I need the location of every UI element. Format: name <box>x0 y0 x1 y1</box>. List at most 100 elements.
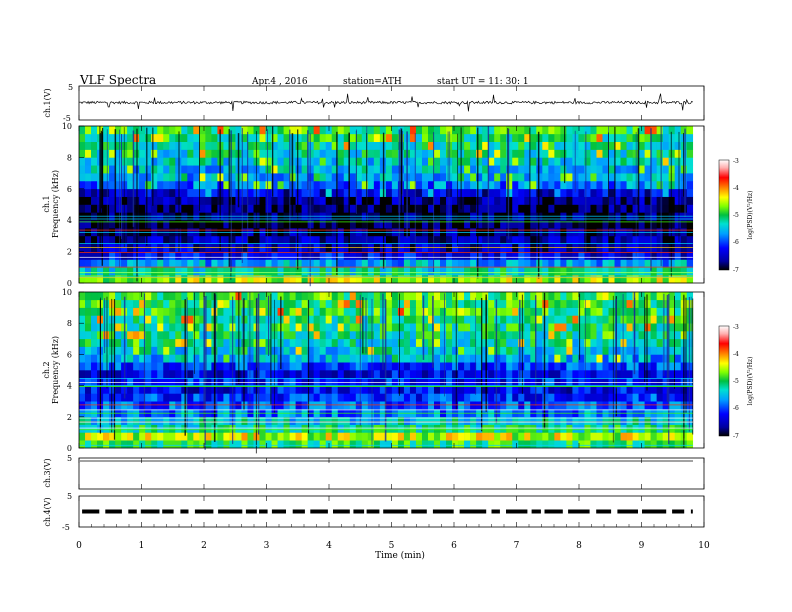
spectrogram-cell <box>205 180 212 190</box>
spectrogram-cell <box>397 292 405 301</box>
spectrogram-cell <box>289 424 296 433</box>
sferic-streak <box>356 129 357 214</box>
spectrogram-cell <box>620 141 627 150</box>
spectrogram-cell <box>446 393 453 402</box>
spectrogram-cell <box>301 251 308 260</box>
spectrogram-cell <box>229 180 236 190</box>
spectrogram-cell <box>440 315 447 324</box>
spectrogram-cell <box>265 259 272 268</box>
spectrogram-cell <box>554 157 561 166</box>
spectrogram-cell <box>361 377 369 386</box>
spectrogram-cell <box>211 440 218 449</box>
spectrogram-cell <box>199 196 206 205</box>
spectrogram-cell <box>319 243 327 252</box>
spectrogram-cell <box>205 149 212 158</box>
spectrogram-cell <box>494 126 501 135</box>
sferic-streak <box>100 130 102 209</box>
spectrogram-cell <box>608 228 615 237</box>
spectrogram-cell <box>319 370 327 379</box>
spectrogram-cell <box>115 251 122 260</box>
spectrogram-cell <box>409 323 417 332</box>
spectrogram-cell <box>494 267 501 276</box>
spectrogram-cell <box>169 307 176 316</box>
spectrogram-cell <box>614 346 621 355</box>
spectrogram-cell <box>115 220 122 229</box>
spectrogram-cell <box>662 377 669 386</box>
spectrogram-cell <box>458 416 465 425</box>
spectrogram-cell <box>500 354 507 363</box>
spectrogram-cell <box>91 165 98 174</box>
spectrogram-cell <box>488 323 495 332</box>
spectrogram-cell <box>590 220 597 229</box>
spectrogram-cell <box>608 220 615 229</box>
spectrogram-cell <box>343 259 351 268</box>
spectrogram-cell <box>349 385 357 394</box>
spectrogram-cell <box>193 346 200 355</box>
spectrogram-cell <box>452 141 459 150</box>
spectrogram-cell <box>331 416 339 425</box>
spectrogram-cell <box>283 157 290 166</box>
spectrogram-cell <box>343 315 351 324</box>
spectrogram-cell <box>524 385 531 394</box>
spectrogram-cell <box>385 354 393 363</box>
spectrogram-cell <box>259 235 266 245</box>
spectrogram-cell <box>223 362 230 371</box>
spectrogram-cell <box>325 331 333 340</box>
spectrogram-cell <box>355 331 363 340</box>
spectrogram-cell <box>506 165 513 174</box>
spectrogram-cell <box>289 393 296 402</box>
spectrogram-cell <box>421 157 429 166</box>
spectrogram-cell <box>482 267 489 276</box>
spectrogram-cell <box>367 149 375 158</box>
spectrogram-cell <box>409 432 417 441</box>
spectrogram-cell <box>560 393 567 402</box>
spectrogram-cell <box>157 331 164 340</box>
spectrogram-cell <box>632 180 639 190</box>
spectrogram-cell <box>373 235 381 245</box>
spectrogram-cell <box>644 315 651 324</box>
spectrogram-cell <box>325 259 333 268</box>
spectrogram-cell <box>331 432 339 441</box>
spectrogram-cell <box>211 180 218 190</box>
spectrogram-cell <box>518 157 525 166</box>
spectrogram-cell <box>638 393 645 402</box>
spectrogram-cell <box>277 204 284 213</box>
spectrogram-cell <box>259 220 266 229</box>
spectrogram-cell <box>319 292 327 301</box>
spectrogram-cell <box>235 424 242 433</box>
spectrogram-cell <box>373 220 381 229</box>
spectrogram-cell <box>85 377 92 386</box>
spectrogram-cell <box>289 416 296 425</box>
spectrogram-cell <box>494 165 501 174</box>
spectrogram-cell <box>319 331 327 340</box>
spectrogram-cell <box>187 141 194 150</box>
spectrogram-cell <box>596 362 603 371</box>
spectrogram-cell <box>109 220 116 229</box>
spectrogram-cell <box>259 180 266 190</box>
spectrogram-cell <box>361 354 369 363</box>
spectrogram-cell <box>421 267 429 276</box>
spectrogram-cell <box>530 243 537 252</box>
spectrogram-cell <box>518 393 525 402</box>
spectrogram-cell <box>500 204 507 213</box>
spectrogram-cell <box>85 275 92 284</box>
spectrogram-cell <box>325 424 333 433</box>
spectrogram-cell <box>584 299 591 308</box>
spectrogram-cell <box>391 346 399 355</box>
spectrogram-cell <box>289 370 296 379</box>
spectrogram-cell <box>482 432 489 441</box>
spectrogram-cell <box>397 220 405 229</box>
spectrogram-cell <box>349 165 357 174</box>
spectrogram-cell <box>193 385 200 394</box>
spectrogram-cell <box>181 377 188 386</box>
spectrogram-cell <box>446 149 453 158</box>
spectrogram-cell <box>584 267 591 276</box>
spectrogram-cell <box>668 424 675 433</box>
spectrogram-cell <box>632 354 639 363</box>
spectrogram-cell <box>223 228 230 237</box>
spectrogram-cell <box>115 393 122 402</box>
spectrogram-cell <box>440 243 447 252</box>
spectrogram-cell <box>367 331 375 340</box>
spectrogram-cell <box>247 243 254 252</box>
spectrogram-cell <box>343 204 351 213</box>
